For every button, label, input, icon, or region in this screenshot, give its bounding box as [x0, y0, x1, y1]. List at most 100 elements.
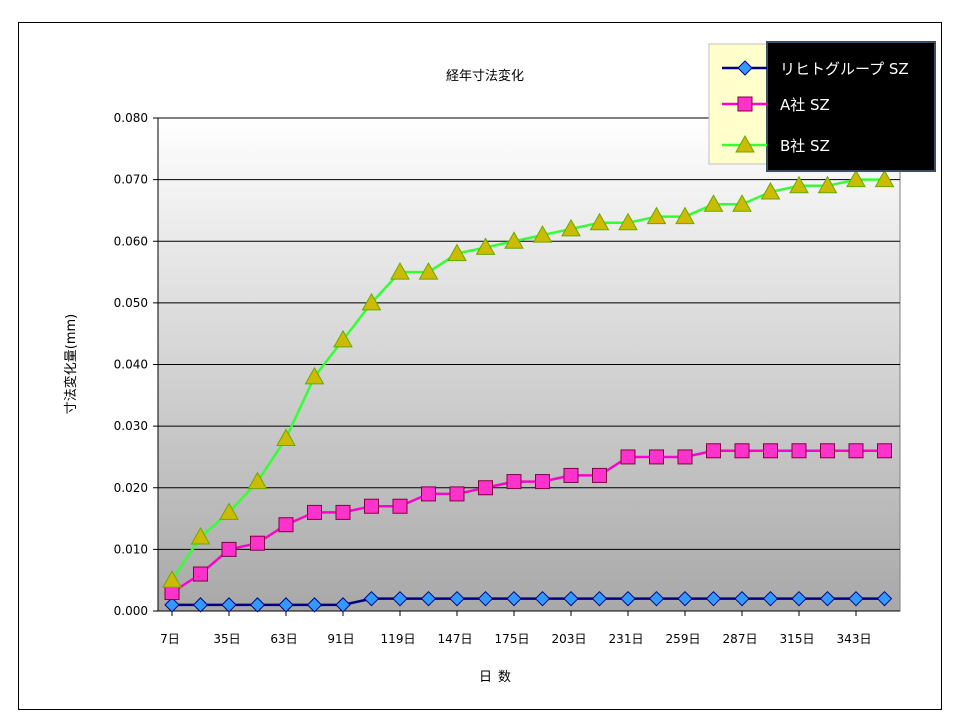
data-point-diamond — [221, 597, 237, 613]
data-point-triangle — [789, 175, 809, 194]
legend-label: リヒトグループ SZ — [780, 60, 909, 78]
x-tick-label: 315日 — [780, 632, 815, 646]
y-tick-label: 0.010 — [114, 542, 148, 556]
data-point-triangle — [190, 527, 211, 545]
series-group — [162, 169, 895, 613]
data-point-triangle — [735, 134, 755, 153]
data-point-square — [478, 480, 493, 496]
x-tick-label: 7日 — [160, 632, 180, 646]
y-tick-label: 0.080 — [114, 111, 148, 125]
legend-label: B社 SZ — [780, 137, 830, 155]
x-tick-labels: 7日 35日 63日 91日 119日 147日 175日 203日 231日 259日 287日 3… — [160, 611, 871, 646]
data-point-square — [734, 443, 750, 459]
data-point-square — [278, 517, 294, 533]
data-point-square — [421, 486, 436, 502]
x-tick-label: 175日 — [495, 632, 530, 646]
data-point-triangle — [846, 169, 866, 188]
data-point-diamond — [306, 597, 323, 613]
y-tick-label: 0.060 — [114, 234, 148, 248]
data-point-triangle — [589, 212, 610, 231]
data-point-triangle — [247, 471, 268, 490]
data-point-square — [791, 443, 807, 459]
data-point-triangle — [390, 262, 410, 280]
data-point-triangle — [447, 243, 467, 262]
data-point-square — [592, 467, 607, 483]
data-point-square — [392, 498, 408, 514]
y-tick-labels: 0.000 0.010 0.020 0.030 0.040 0.050 0.060 0.070… — [114, 111, 148, 618]
data-point-diamond — [363, 590, 380, 607]
x-tick-label: 91日 — [327, 632, 354, 646]
data-point-triangle — [618, 212, 638, 231]
data-point-triangle — [276, 428, 296, 446]
data-point-triangle — [561, 218, 581, 237]
data-point-diamond — [534, 590, 551, 607]
legend-label: A社 SZ — [780, 96, 830, 114]
data-point-diamond — [848, 590, 864, 607]
data-point-diamond — [192, 597, 209, 613]
data-point-triangle — [504, 231, 524, 249]
data-point-diamond — [278, 597, 294, 613]
data-point-triangle — [475, 237, 496, 255]
data-point-triangle — [304, 366, 325, 385]
data-point-diamond — [591, 590, 608, 607]
data-point-diamond — [164, 597, 180, 613]
legend-item: リヒトグループ SZ — [722, 60, 909, 78]
data-point-square — [535, 474, 550, 490]
legend: リヒトグループ SZ A社 SZ B社 SZ — [708, 41, 936, 172]
x-tick-label: 63日 — [270, 632, 297, 646]
data-point-square — [763, 443, 778, 459]
data-point-diamond — [762, 590, 779, 607]
y-tick-label: 0.030 — [114, 419, 148, 433]
data-point-diamond — [477, 590, 494, 607]
data-point-square — [250, 535, 265, 551]
data-point-diamond — [506, 590, 522, 607]
x-tick-label: 203日 — [552, 632, 587, 646]
data-point-square — [449, 486, 465, 502]
data-point-diamond — [677, 590, 693, 607]
data-point-square — [620, 449, 636, 465]
data-point-triangle — [219, 502, 239, 520]
data-point-triangle — [333, 329, 353, 348]
data-point-triangle — [874, 169, 895, 188]
legend-item: B社 SZ — [722, 134, 830, 155]
data-point-square — [364, 498, 379, 514]
x-tick-label: 35日 — [213, 632, 240, 646]
data-point-diamond — [876, 590, 893, 607]
data-point-triangle — [817, 175, 838, 194]
data-point-diamond — [819, 590, 836, 607]
y-tick-label: 0.020 — [114, 481, 148, 495]
data-point-square — [506, 474, 522, 490]
data-point-triangle — [361, 292, 382, 311]
x-tick-label: 259日 — [666, 632, 701, 646]
data-point-diamond — [620, 590, 636, 607]
x-tick-label: 231日 — [609, 632, 644, 646]
data-point-triangle — [532, 225, 553, 243]
data-point-square — [335, 504, 351, 520]
data-point-square — [677, 449, 693, 465]
chart-title: 経年寸法変化 — [446, 68, 524, 84]
y-tick-label: 0.070 — [114, 173, 148, 187]
x-tick-label: 119日 — [381, 632, 416, 646]
data-point-diamond — [563, 590, 579, 607]
y-axis-label: 寸法変化量(mm) — [63, 314, 79, 414]
data-point-triangle — [162, 570, 182, 588]
data-point-square — [877, 443, 892, 459]
y-tick-label: 0.050 — [114, 296, 148, 310]
data-point-diamond — [449, 590, 465, 607]
data-point-diamond — [734, 590, 750, 607]
y-tick-label: 0.040 — [114, 358, 148, 372]
data-point-diamond — [737, 60, 753, 76]
data-point-triangle — [760, 181, 781, 200]
data-point-diamond — [392, 590, 408, 607]
data-point-diamond — [420, 590, 437, 607]
x-tick-label: 343日 — [837, 632, 872, 646]
data-point-square — [820, 443, 835, 459]
data-point-triangle — [703, 194, 724, 212]
series-diamond — [164, 590, 893, 613]
data-point-triangle — [646, 206, 667, 225]
data-point-triangle — [675, 206, 695, 225]
data-point-triangle — [418, 262, 439, 280]
data-point-diamond — [705, 590, 722, 607]
data-point-square — [307, 504, 322, 520]
